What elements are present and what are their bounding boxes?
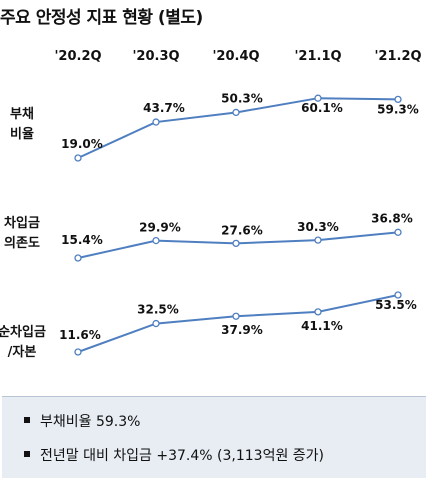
data-point [394,95,402,104]
summary-item: 부채비율 59.3% [24,411,140,431]
data-label: 60.1% [301,101,343,115]
series-name-label: 순차입금 [0,324,46,340]
series-name-label: 비율 [10,126,34,142]
square-bullet-icon [24,451,30,457]
data-point [152,118,160,126]
data-label: 32.5% [137,303,179,317]
series-name-label: 부채 [10,107,34,122]
data-point [152,236,160,245]
summary-panel: 부채비율 59.3% 전년말 대비 차입금 +37.4% (3,113억원 증가… [2,396,426,478]
category-label: '20.3Q [132,49,179,64]
data-point [314,308,322,316]
summary-item-text: 전년말 대비 차입금 +37.4% (3,113억원 증가) [40,448,325,464]
data-label: 50.3% [221,91,263,105]
category-labels: '20.2Q '20.3Q '20.4Q '21.1Q '21.2Q [54,49,421,64]
data-label: 41.1% [301,319,343,333]
data-point [232,312,240,320]
data-label: 15.4% [61,233,103,247]
series-group: 순차입금/자본 11.6% 32.5% 37.9% 41.1% 53.5% [0,291,417,360]
data-label: 19.0% [61,137,103,151]
data-point [74,254,82,262]
series-group: 부채비율 19.0% 43.7% 50.3% 60.1% 59.3% [10,91,419,162]
series-line [77,97,399,159]
chart: '20.2Q '20.3Q '20.4Q '21.1Q '21.2Q 부채비율 19.0%… [0,49,422,360]
data-label: 36.8% [371,211,413,225]
summary-item: 전년말 대비 차입금 +37.4% (3,113억원 증가) [24,445,324,465]
data-label: 30.3% [297,220,339,234]
series-name-label: 차입금 [4,215,40,231]
summary-item-text: 부채비율 59.3% [40,414,141,430]
series-name-label: /자본 [8,345,37,360]
data-point [74,348,82,356]
series-name-label: 의존도 [4,235,40,251]
square-bullet-icon [24,417,30,423]
data-point [394,291,402,299]
data-point [232,239,240,248]
category-label: '21.1Q [294,49,341,64]
data-label: 29.9% [139,221,181,235]
data-point [74,154,82,162]
data-label: 59.3% [377,102,419,116]
data-point [394,228,402,236]
category-label: '20.2Q [54,49,101,64]
page-title: 주요 안정성 지표 현황 (별도) [0,8,203,28]
data-label: 37.9% [221,323,263,337]
data-point [152,319,160,328]
data-point [314,236,322,244]
data-label: 53.5% [375,298,417,312]
data-label: 27.6% [221,223,263,237]
data-label: 43.7% [143,101,185,115]
category-label: '20.4Q [212,49,259,64]
data-point [232,108,240,117]
data-label: 11.6% [59,328,101,342]
category-label: '21.2Q [374,49,421,64]
data-point [314,94,322,102]
